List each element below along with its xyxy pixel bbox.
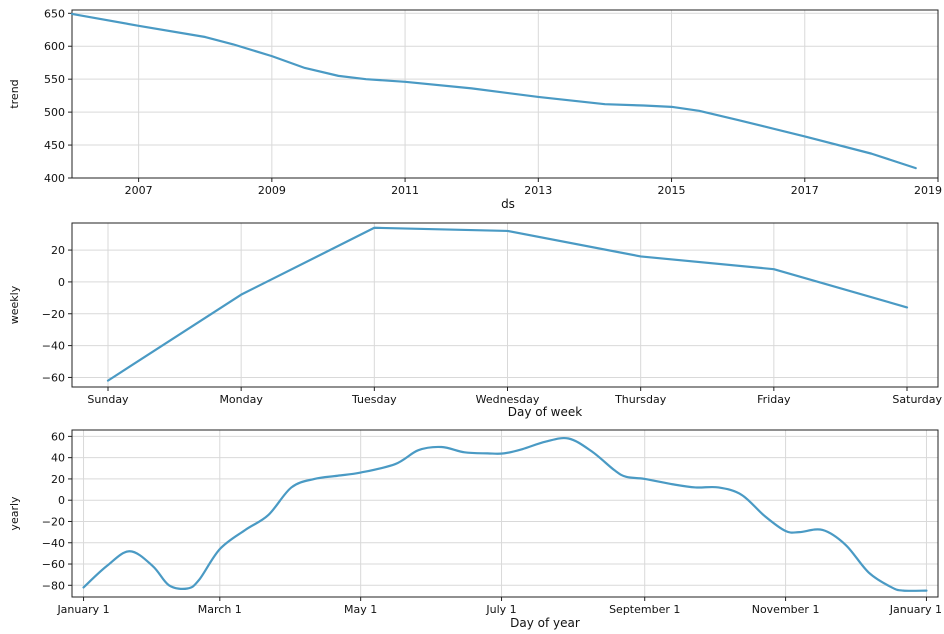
y-tick-label: 500 [44,106,65,119]
y-tick-label: −40 [42,340,65,353]
y-axis-label: trend [8,79,21,108]
y-tick-label: 400 [44,172,65,185]
x-tick-label: September 1 [609,603,680,616]
x-tick-label: January 1 [889,603,942,616]
y-tick-label: 60 [51,430,65,443]
plot-frame [71,429,939,598]
panel-yearly: January 1 March 1 May 1 July 1 September 1 No… [8,429,942,630]
y-tick-label: 20 [51,244,65,257]
y-tick-label: 450 [44,139,65,152]
x-tick-label: May 1 [344,603,377,616]
y-axis-label: yearly [8,496,21,531]
y-tick-label: −20 [42,515,65,528]
y-tick-label: 40 [51,452,65,465]
y-tick-label: 550 [44,73,65,86]
y-tick-label: −40 [42,537,65,550]
y-tick-label: 20 [51,473,65,486]
x-tick-label: March 1 [198,603,242,616]
plot-frame [71,9,939,179]
x-tick-label: 2007 [125,184,153,197]
x-axis-label: Day of year [510,616,580,630]
y-axis-label: weekly [8,285,21,324]
x-tick-label: 2013 [524,184,552,197]
yearly-series-line [82,436,928,592]
y-tick-label: −60 [42,558,65,571]
x-tick-label: November 1 [752,603,820,616]
x-tick-label: Monday [219,393,263,406]
y-tick-label: 650 [44,7,65,20]
x-tick-label: Saturday [892,393,942,406]
y-tick-label: 600 [44,40,65,53]
x-tick-label: July 1 [485,603,516,616]
x-axis-label: Day of week [508,405,582,419]
x-tick-label: Thursday [614,393,667,406]
y-tick-label: −60 [42,371,65,384]
weekly-series-line [106,226,909,382]
x-tick-label: 2019 [914,184,942,197]
x-tick-label: 2017 [791,184,819,197]
y-tick-label: 0 [58,494,65,507]
y-tick-label: −20 [42,308,65,321]
x-tick-label: 2015 [658,184,686,197]
x-tick-label: 2009 [258,184,286,197]
x-tick-label: January 1 [56,603,109,616]
plot-frame [71,222,939,388]
trend-series-line [70,12,917,170]
x-tick-label: 2011 [391,184,419,197]
y-tick-label: −80 [42,579,65,592]
x-tick-label: Sunday [87,393,129,406]
y-tick-label: 0 [58,276,65,289]
panel-weekly: Sunday Monday Tuesday Wednesday Thursday Frid… [8,222,942,419]
panel-trend: 2007 2009 2011 2013 2015 2017 2019 400 450 500 550… [8,7,942,211]
x-tick-label: Tuesday [351,393,397,406]
x-tick-label: Friday [757,393,791,406]
x-tick-label: Wednesday [476,393,540,406]
x-axis-label: ds [501,197,515,211]
